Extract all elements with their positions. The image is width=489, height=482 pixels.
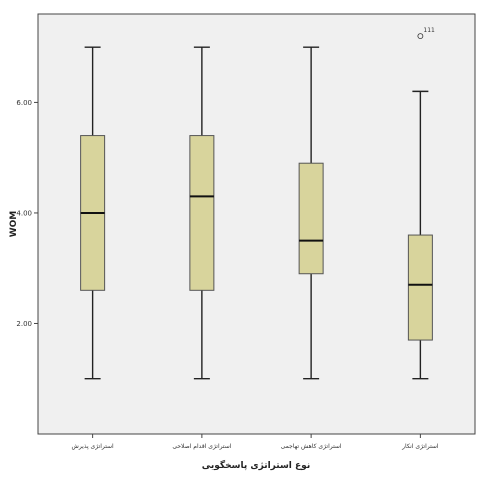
y-axis-title: WOM bbox=[9, 211, 19, 238]
y-tick-label: 6.00 bbox=[16, 99, 32, 107]
y-tick-label: 2.00 bbox=[16, 320, 32, 328]
x-axis: استراتژی پذیرش استراتژی اقدام اصلاحی استرا… bbox=[72, 434, 439, 450]
x-category-label: استراتژی کاهش تهاجمی bbox=[281, 443, 342, 450]
box-iqr bbox=[408, 235, 432, 340]
outlier-label: 111 bbox=[423, 27, 435, 34]
x-category-label: استراتژی انکار bbox=[401, 443, 439, 450]
box-iqr bbox=[299, 163, 323, 274]
x-axis-title: نوع استراتژی پاسخگویی bbox=[202, 459, 310, 471]
x-category-label: استراتژی پذیرش bbox=[72, 443, 115, 450]
box-iqr bbox=[190, 136, 214, 291]
x-category-label: استراتژی اقدام اصلاحی bbox=[172, 443, 231, 450]
y-axis: 2.004.006.00 bbox=[16, 99, 38, 328]
